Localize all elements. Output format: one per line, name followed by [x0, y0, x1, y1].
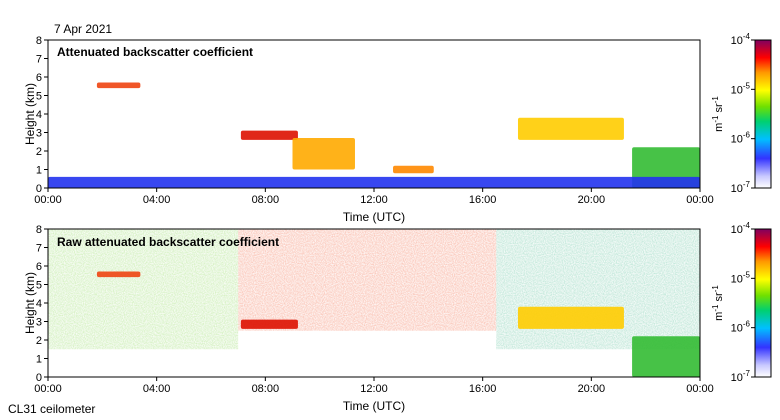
y-axis-label-top: Height (km) — [23, 83, 37, 145]
y-tick-label: 4 — [36, 109, 42, 121]
feature-cloud-3 — [393, 165, 434, 174]
x-tick-label: 00:00 — [686, 383, 714, 395]
backscatter-features-top — [48, 82, 700, 188]
x-tick-label: 08:00 — [252, 383, 280, 395]
y-axis-label-bottom: Height (km) — [23, 272, 37, 334]
feature-boundary-layer-6 — [48, 176, 700, 188]
x-tick-label: 12:00 — [360, 194, 388, 206]
x-axis-bottom: 00:00 04:00 08:00 12:00 16:00 20:00 00:00 — [34, 377, 714, 395]
y-tick-label: 1 — [36, 354, 42, 366]
y-tick-label: 6 — [36, 261, 42, 273]
y-tick-label: 7 — [36, 243, 42, 255]
y-tick-label: 5 — [36, 91, 42, 103]
x-tick-label: 00:00 — [34, 383, 62, 395]
feature-noise-high-0 — [238, 229, 497, 331]
colorbar-ticks-bottom: 10-7 10-6 10-5 10-4 — [731, 221, 755, 384]
y-tick-label: 8 — [36, 35, 42, 47]
y-tick-label: 3 — [36, 128, 42, 140]
x-tick-label: 08:00 — [252, 194, 280, 206]
feature-cloud-6 — [632, 336, 700, 377]
x-axis-label-top: Time (UTC) — [343, 210, 405, 224]
y-tick-label: 2 — [36, 146, 42, 158]
feature-cloud-5 — [517, 306, 624, 329]
x-tick-label: 20:00 — [578, 194, 606, 206]
y-tick-label: 2 — [36, 335, 42, 347]
colorbar-unit-top: m-1 sr-1 — [711, 96, 725, 132]
feature-cloud-4 — [240, 319, 298, 329]
y-tick-label: 0 — [36, 372, 42, 384]
y-tick-label: 3 — [36, 317, 42, 329]
colorbar-bottom: 10-7 10-6 10-5 10-4 m-1 sr-1 — [711, 221, 772, 384]
x-tick-label: 20:00 — [578, 383, 606, 395]
colorbar-unit-bottom: m-1 sr-1 — [711, 285, 725, 321]
colorbar-tick-label: 10-7 — [731, 369, 751, 384]
colorbar-scale-bottom — [754, 228, 772, 378]
panel-title-top: Attenuated backscatter coefficient — [57, 45, 253, 59]
feature-noise-low-2 — [496, 229, 700, 350]
colorbar-tick-label: 10-5 — [731, 81, 751, 96]
feature-cloud-0 — [96, 82, 141, 89]
panel-top: Attenuated backscatter coefficient 0 1 2 3 4… — [23, 35, 714, 224]
x-tick-label: 04:00 — [143, 194, 171, 206]
y-tick-label: 1 — [36, 165, 42, 177]
feature-cloud-1 — [240, 130, 298, 140]
colorbar-tick-label: 10-4 — [731, 32, 751, 47]
x-tick-label: 00:00 — [686, 194, 714, 206]
panel-bottom: Raw attenuated backscatter coefficient 0… — [23, 224, 714, 413]
x-tick-label: 16:00 — [469, 194, 497, 206]
y-tick-label: 0 — [36, 183, 42, 195]
y-axis-top: 0 1 2 3 4 5 6 7 8 — [36, 35, 48, 195]
panel-title-bottom: Raw attenuated backscatter coefficient — [57, 235, 279, 249]
x-axis-label-bottom: Time (UTC) — [343, 399, 405, 413]
y-tick-label: 8 — [36, 224, 42, 236]
date-label: 7 Apr 2021 — [54, 22, 112, 36]
colorbar-tick-label: 10-7 — [731, 180, 751, 195]
feature-cloud-2 — [292, 138, 355, 170]
y-tick-label: 6 — [36, 72, 42, 84]
feature-cloud-4 — [517, 117, 624, 140]
x-tick-label: 00:00 — [34, 194, 62, 206]
x-tick-label: 04:00 — [143, 383, 171, 395]
y-tick-label: 4 — [36, 298, 42, 310]
x-axis-top: 00:00 04:00 08:00 12:00 16:00 20:00 00:00 — [34, 188, 714, 206]
backscatter-features-bottom — [48, 229, 700, 377]
y-tick-label: 5 — [36, 280, 42, 292]
colorbar-scale-top — [754, 39, 772, 189]
colorbar-tick-label: 10-6 — [731, 320, 751, 335]
plot-area-top — [48, 40, 700, 188]
y-axis-bottom: 0 1 2 3 4 5 6 7 8 — [36, 224, 48, 384]
y-tick-label: 7 — [36, 54, 42, 66]
feature-cloud-3 — [96, 271, 141, 278]
x-tick-label: 16:00 — [469, 383, 497, 395]
x-tick-label: 12:00 — [360, 383, 388, 395]
colorbar-ticks-top: 10-7 10-6 10-5 10-4 — [731, 32, 755, 195]
colorbar-tick-label: 10-4 — [731, 221, 751, 236]
colorbar-tick-label: 10-5 — [731, 270, 751, 285]
instrument-label: CL31 ceilometer — [8, 402, 95, 416]
colorbar-tick-label: 10-6 — [731, 131, 751, 146]
colorbar-top: 10-7 10-6 10-5 10-4 m-1 sr-1 — [711, 32, 772, 195]
feature-noise-low-1 — [48, 229, 239, 350]
